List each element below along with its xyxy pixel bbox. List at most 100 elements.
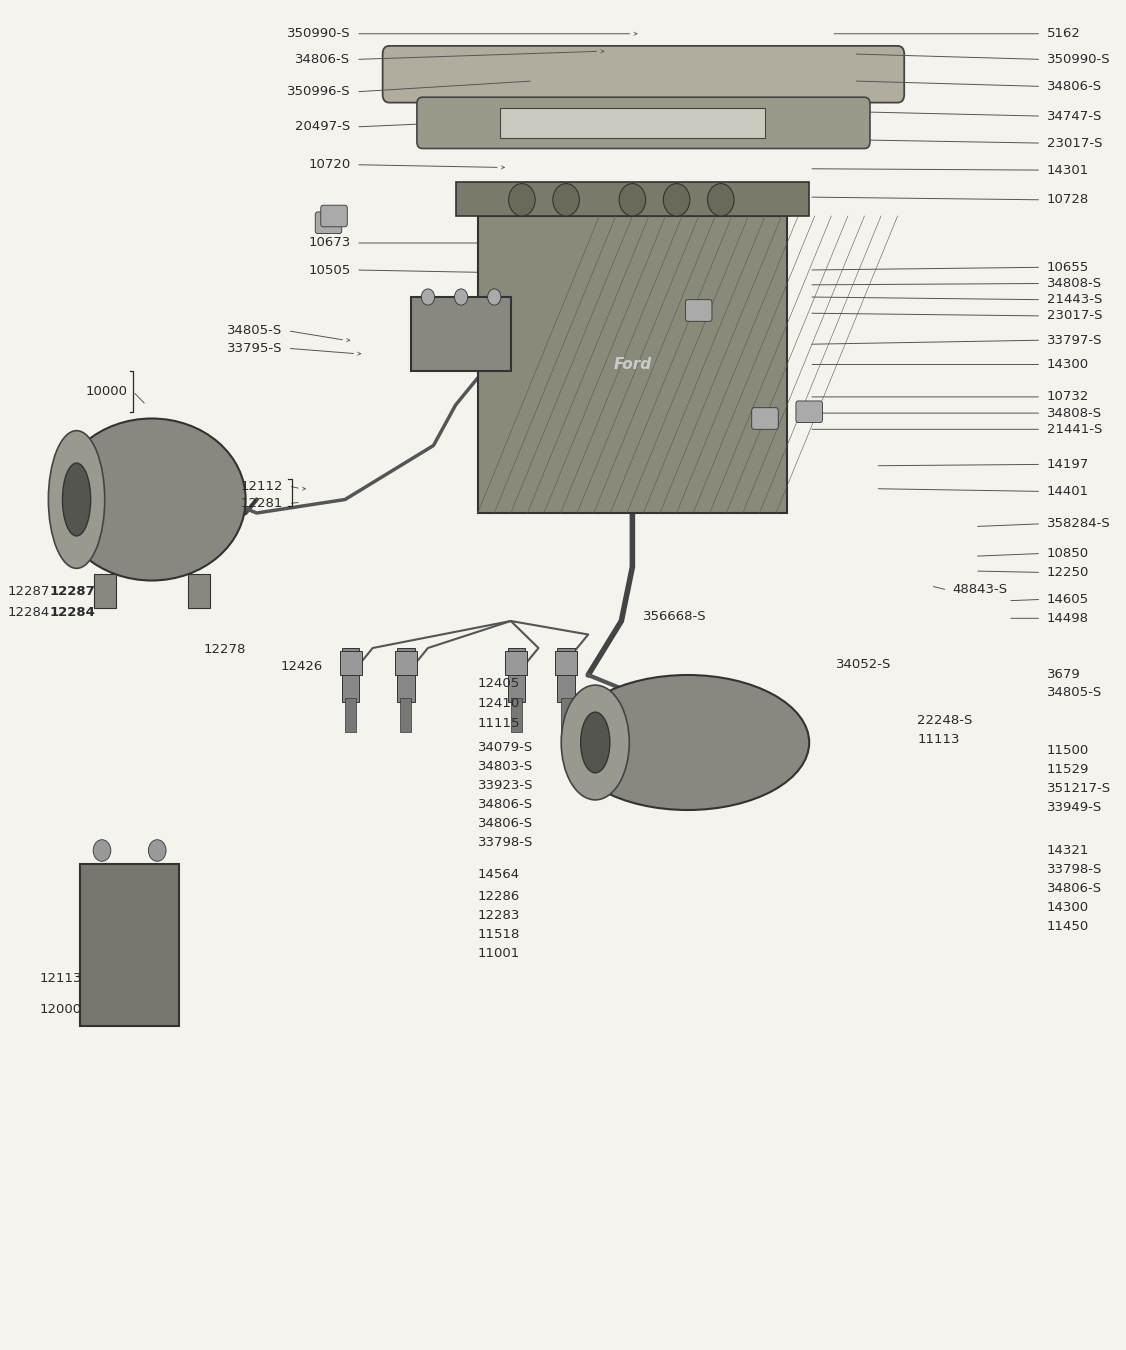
Text: 14605: 14605	[1047, 593, 1089, 606]
Circle shape	[663, 184, 690, 216]
Text: 11001: 11001	[477, 946, 520, 960]
FancyBboxPatch shape	[686, 300, 712, 321]
Bar	[511, 698, 521, 732]
Text: 358284-S: 358284-S	[1047, 517, 1110, 531]
Bar	[342, 648, 359, 702]
Text: 21443-S: 21443-S	[1047, 293, 1102, 306]
Text: 350996-S: 350996-S	[287, 85, 350, 99]
FancyBboxPatch shape	[456, 182, 810, 216]
FancyBboxPatch shape	[477, 216, 787, 513]
Text: 22248-S: 22248-S	[918, 714, 973, 728]
Bar	[188, 574, 209, 608]
Bar	[93, 574, 116, 608]
Circle shape	[553, 184, 580, 216]
Text: 33797-S: 33797-S	[1047, 333, 1102, 347]
Text: 34808-S: 34808-S	[1047, 277, 1102, 290]
Text: 48843-S: 48843-S	[953, 583, 1008, 597]
Text: 33923-S: 33923-S	[477, 779, 534, 792]
Text: 14564: 14564	[477, 868, 520, 882]
Text: 10720: 10720	[309, 158, 350, 171]
Bar	[561, 698, 572, 732]
Ellipse shape	[566, 675, 810, 810]
Text: 34806-S: 34806-S	[1047, 80, 1102, 93]
FancyBboxPatch shape	[383, 46, 904, 103]
Text: 12284: 12284	[50, 606, 96, 620]
Text: 33798-S: 33798-S	[477, 836, 533, 849]
Text: 356668-S: 356668-S	[643, 610, 707, 624]
Text: 20497-S: 20497-S	[295, 120, 350, 134]
Text: 34806-S: 34806-S	[1047, 882, 1102, 895]
Text: 10732: 10732	[1047, 390, 1089, 404]
Text: 34803-S: 34803-S	[477, 760, 533, 774]
Text: 14401: 14401	[1047, 485, 1089, 498]
Text: 11518: 11518	[477, 927, 520, 941]
Text: 34052-S: 34052-S	[835, 657, 891, 671]
Text: 10655: 10655	[1047, 261, 1089, 274]
Text: 11529: 11529	[1047, 763, 1089, 776]
Text: 33795-S: 33795-S	[226, 342, 283, 355]
Ellipse shape	[57, 418, 245, 580]
Text: 10000: 10000	[86, 385, 127, 398]
Text: 23017-S: 23017-S	[1047, 136, 1102, 150]
Text: 11113: 11113	[918, 733, 960, 747]
FancyBboxPatch shape	[500, 108, 765, 138]
Text: 5162: 5162	[1047, 27, 1081, 40]
Text: 14321: 14321	[1047, 844, 1089, 857]
Text: 351217-S: 351217-S	[1047, 782, 1111, 795]
Circle shape	[421, 289, 435, 305]
FancyBboxPatch shape	[315, 212, 342, 234]
FancyBboxPatch shape	[417, 97, 870, 148]
Text: 12410: 12410	[477, 697, 520, 710]
Ellipse shape	[48, 431, 105, 568]
Text: 34806-S: 34806-S	[477, 798, 533, 811]
Circle shape	[149, 840, 166, 861]
Text: 12405: 12405	[477, 676, 520, 690]
Text: Ford: Ford	[614, 356, 652, 373]
Text: 14197: 14197	[1047, 458, 1089, 471]
Text: 14300: 14300	[1047, 900, 1089, 914]
Text: 12426: 12426	[280, 660, 323, 674]
Text: 12278: 12278	[204, 643, 245, 656]
Text: 23017-S: 23017-S	[1047, 309, 1102, 323]
Text: 12113: 12113	[39, 972, 82, 986]
Bar	[557, 648, 575, 702]
Circle shape	[509, 184, 535, 216]
Ellipse shape	[581, 713, 610, 772]
Text: 12284: 12284	[8, 606, 50, 620]
Text: 14300: 14300	[1047, 358, 1089, 371]
Text: 12287: 12287	[8, 585, 50, 598]
Text: 21441-S: 21441-S	[1047, 423, 1102, 436]
Text: 12112: 12112	[241, 479, 284, 493]
FancyBboxPatch shape	[80, 864, 179, 1026]
Text: 12287: 12287	[50, 585, 96, 598]
Text: 34806-S: 34806-S	[295, 53, 350, 66]
Circle shape	[93, 840, 110, 861]
Text: 350990-S: 350990-S	[1047, 53, 1110, 66]
Text: 34806-S: 34806-S	[477, 817, 533, 830]
Bar	[395, 651, 417, 675]
FancyBboxPatch shape	[752, 408, 778, 429]
FancyBboxPatch shape	[411, 297, 511, 371]
Text: 350990-S: 350990-S	[287, 27, 350, 40]
Text: 12283: 12283	[477, 909, 520, 922]
Bar	[508, 648, 525, 702]
Bar	[397, 648, 414, 702]
Text: 12000: 12000	[39, 1003, 82, 1017]
Text: 34747-S: 34747-S	[1047, 109, 1102, 123]
Text: 14498: 14498	[1047, 612, 1089, 625]
Text: 12286: 12286	[477, 890, 520, 903]
Bar	[401, 698, 411, 732]
Text: 10850: 10850	[1047, 547, 1089, 560]
Text: 33949-S: 33949-S	[1047, 801, 1102, 814]
Text: 11450: 11450	[1047, 919, 1089, 933]
Text: 3679: 3679	[1047, 668, 1081, 682]
Text: 12250: 12250	[1047, 566, 1089, 579]
Circle shape	[488, 289, 501, 305]
Ellipse shape	[62, 463, 91, 536]
Text: 10673: 10673	[309, 236, 350, 250]
Text: 10728: 10728	[1047, 193, 1089, 207]
Text: 34805-S: 34805-S	[226, 324, 283, 338]
Text: 34805-S: 34805-S	[1047, 686, 1102, 699]
Text: 34808-S: 34808-S	[1047, 406, 1102, 420]
Text: 11500: 11500	[1047, 744, 1089, 757]
